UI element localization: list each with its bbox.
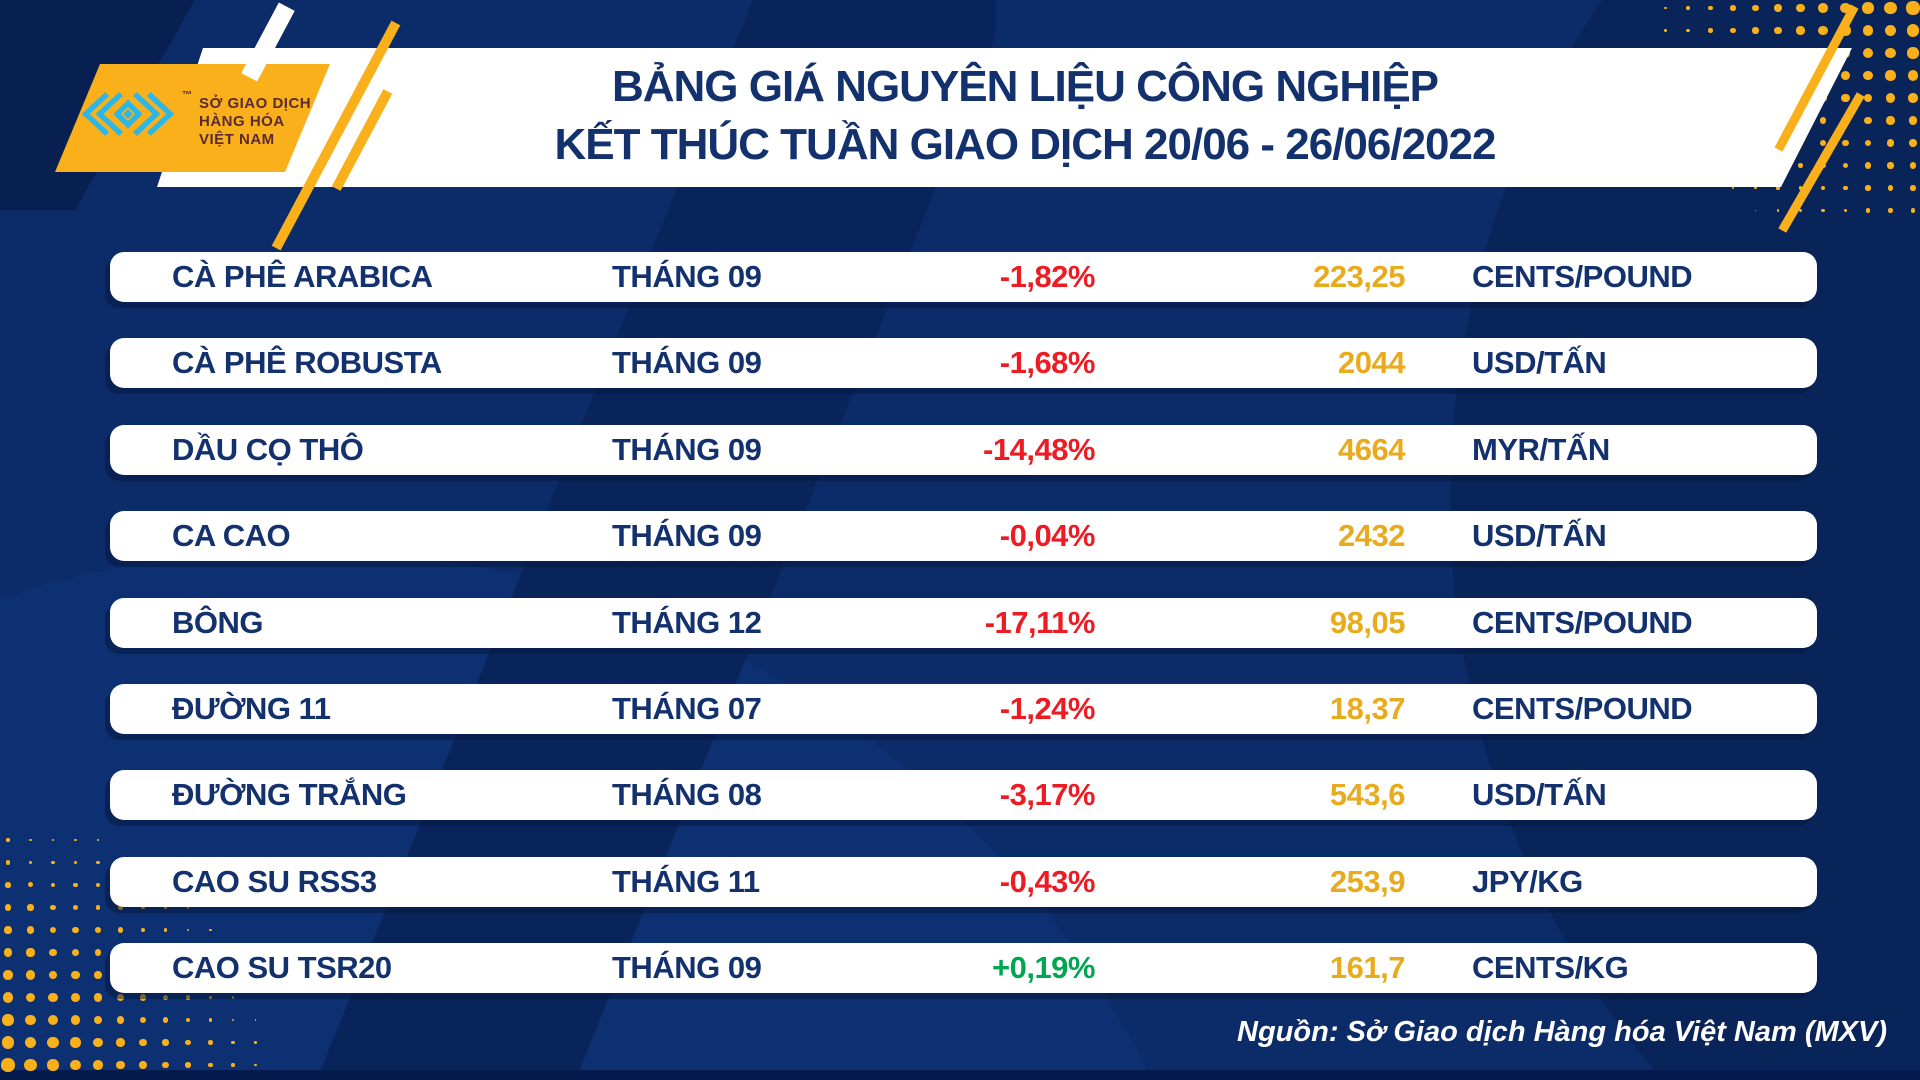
- price-value: 18,37: [1329, 690, 1406, 726]
- weekly-change: -0,43%: [999, 863, 1096, 899]
- commodity-name: BÔNG: [172, 604, 264, 640]
- table-row: BÔNG THÁNG 12 -17,11% 98,05 CENTS/POUND: [110, 597, 1817, 648]
- logo-org-line-1: SỞ GIAO DỊCH: [199, 95, 312, 112]
- commodity-name: CÀ PHÊ ROBUSTA: [172, 345, 442, 381]
- price-value: 253,9: [1329, 863, 1406, 899]
- weekly-change: -1,68%: [999, 345, 1096, 381]
- weekly-change: -1,24%: [999, 690, 1096, 726]
- price-unit: USD/TẤN: [1472, 777, 1607, 813]
- price-value: 4664: [1338, 431, 1405, 467]
- weekly-change: -1,82%: [999, 259, 1096, 294]
- source-note: Nguồn: Sở Giao dịch Hàng hóa Việt Nam (M…: [1237, 1016, 1887, 1048]
- table-row: DẦU CỌ THÔ THÁNG 09 -14,48% 4664 MYR/TẤN: [110, 424, 1817, 475]
- commodity-name: CAO SU TSR20: [172, 950, 392, 986]
- weekly-change: -17,11%: [984, 604, 1096, 640]
- price-value: 223,25: [1313, 259, 1405, 294]
- header-banner: BẢNG GIÁ NGUYÊN LIỆU CÔNG NGHIỆP KẾT THÚ…: [157, 48, 1852, 187]
- mxv-diamond-logo-icon: [81, 92, 175, 136]
- mxv-logo: ™ SỞ GIAO DỊCH HÀNG HÓA VIỆT NAM: [0, 0, 420, 230]
- table-row: CAO SU RSS3 THÁNG 11 -0,43% 253,9 JPY/KG: [110, 856, 1817, 907]
- trademark-symbol: ™: [182, 90, 192, 101]
- price-unit: CENTS/POUND: [1472, 259, 1693, 294]
- page-title: BẢNG GIÁ NGUYÊN LIỆU CÔNG NGHIỆP KẾT THÚ…: [400, 58, 1650, 174]
- table-row: CA CAO THÁNG 09 -0,04% 2432 USD/TẤN: [110, 511, 1817, 562]
- price-value: 161,7: [1329, 950, 1406, 986]
- commodity-name: CAO SU RSS3: [172, 863, 377, 899]
- logo-org-name: SỞ GIAO DỊCH HÀNG HÓA VIỆT NAM: [199, 95, 311, 149]
- commodity-name: DẦU CỌ THÔ: [172, 431, 364, 467]
- title-line-2: KẾT THÚC TUẦN GIAO DỊCH 20/06 - 26/06/20…: [554, 120, 1497, 169]
- weekly-change: -3,17%: [999, 777, 1096, 813]
- weekly-change: -14,48%: [983, 431, 1095, 467]
- price-unit: CENTS/KG: [1472, 950, 1629, 986]
- commodity-name: ĐƯỜNG 11: [172, 690, 331, 726]
- logo-org-line-3: VIỆT NAM: [199, 131, 275, 148]
- commodity-name: ĐƯỜNG TRẮNG: [172, 777, 407, 813]
- price-table: CÀ PHÊ ARABICA THÁNG 09 -1,82% 223,25 CENTS/…: [110, 252, 1817, 994]
- contract-month: THÁNG 09: [612, 431, 762, 467]
- price-value: 2044: [1338, 345, 1405, 381]
- bottom-bar: [0, 1070, 1920, 1080]
- price-unit: CENTS/POUND: [1472, 690, 1693, 726]
- contract-month: THÁNG 12: [612, 604, 762, 640]
- price-unit: USD/TẤN: [1472, 518, 1607, 554]
- commodity-name: CÀ PHÊ ARABICA: [172, 259, 433, 294]
- price-value: 2432: [1338, 518, 1405, 554]
- table-row: CÀ PHÊ ARABICA THÁNG 09 -1,82% 223,25 CENTS/…: [110, 252, 1817, 302]
- contract-month: THÁNG 09: [612, 950, 762, 986]
- table-row: CÀ PHÊ ROBUSTA THÁNG 09 -1,68% 2044 USD/TẤN: [110, 338, 1817, 389]
- commodity-name: CA CAO: [172, 518, 291, 554]
- price-value: 98,05: [1329, 604, 1406, 640]
- table-row: ĐƯỜNG 11 THÁNG 07 -1,24% 18,37 CENTS/POUND: [110, 683, 1817, 734]
- weekly-change: -0,04%: [999, 518, 1096, 554]
- contract-month: THÁNG 09: [612, 518, 762, 554]
- contract-month: THÁNG 11: [612, 863, 760, 899]
- table-row: CAO SU TSR20 THÁNG 09 +0,19% 161,7 CENTS/KG: [110, 943, 1817, 994]
- weekly-change: +0,19%: [991, 950, 1096, 986]
- price-unit: USD/TẤN: [1472, 345, 1607, 381]
- title-line-1: BẢNG GIÁ NGUYÊN LIỆU CÔNG NGHIỆP: [611, 62, 1439, 111]
- price-unit: CENTS/POUND: [1472, 604, 1693, 640]
- contract-month: THÁNG 07: [612, 690, 762, 726]
- contract-month: THÁNG 09: [612, 345, 762, 381]
- contract-month: THÁNG 08: [612, 777, 762, 813]
- price-value: 543,6: [1329, 777, 1406, 813]
- logo-org-line-2: HÀNG HÓA: [199, 113, 285, 130]
- contract-month: THÁNG 09: [612, 259, 762, 294]
- price-unit: JPY/KG: [1472, 863, 1583, 899]
- price-unit: MYR/TẤN: [1472, 431, 1610, 467]
- table-row: ĐƯỜNG TRẮNG THÁNG 08 -3,17% 543,6 USD/TẤN: [110, 770, 1817, 821]
